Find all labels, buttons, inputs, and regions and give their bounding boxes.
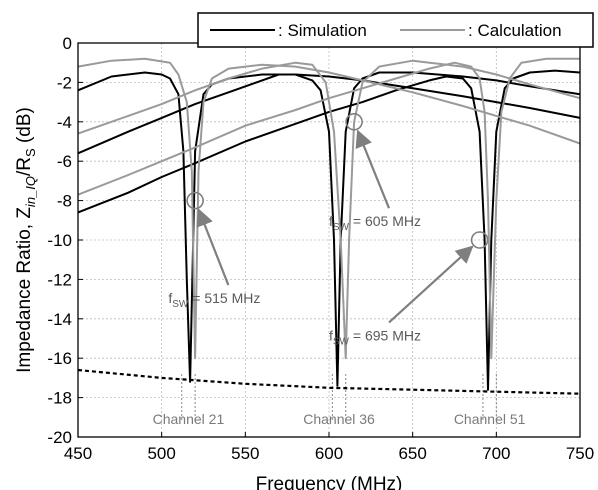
series-calculation-line	[77, 57, 581, 360]
legend: : Simulation : Calculation	[197, 12, 594, 48]
y-tick-label: -20	[47, 428, 72, 447]
y-tick-label: -12	[47, 270, 72, 289]
switch-frequency-marker	[345, 113, 363, 131]
y-axis-label: Impedance Ratio, Zin_IQ/RS (dB)	[14, 107, 38, 373]
channel-label: Channel 36	[303, 411, 375, 427]
legend-calculation-label: : Calculation	[468, 21, 562, 40]
y-tick-label: -8	[57, 192, 72, 211]
series-lines	[77, 57, 581, 395]
y-label-subscript-s: S	[23, 148, 38, 157]
annotation-arrow	[388, 245, 474, 324]
switch-frequency-marker	[186, 191, 204, 210]
switch-frequency-label: fSW = 695 MHz	[329, 327, 421, 347]
x-tick-label: 700	[482, 444, 510, 463]
y-tick-label: -2	[57, 73, 72, 92]
y-tick-label: -16	[47, 349, 72, 368]
legend-simulation-label: : Simulation	[278, 21, 367, 40]
y-label-mid: /R	[14, 157, 35, 176]
y-tick-label: -4	[57, 113, 72, 132]
switch-frequency-marker	[470, 231, 489, 249]
series-simulation-line	[77, 71, 581, 387]
series-calculation-line	[77, 59, 581, 360]
channel-markers: Channel 21 Channel 36 Channel 51	[153, 373, 526, 427]
y-label-suffix: (dB)	[14, 107, 35, 148]
y-label-prefix: Impedance Ratio, Z	[14, 207, 35, 373]
y-tick-label: -6	[57, 152, 72, 171]
x-tick-label: 600	[315, 444, 343, 463]
tick-labels: 450 500 550 600 650 700 750 0 -2 -4 -6 -8 -10 -12 -14 -…	[47, 34, 594, 463]
x-tick-label: 450	[64, 444, 92, 463]
channel-label: Channel 21	[153, 411, 225, 427]
annotation-arrow	[355, 129, 391, 209]
x-tick-label: 500	[147, 444, 175, 463]
y-label-subscript: in_IQ	[23, 176, 38, 207]
annotations: fSW = 515 MHz fSW = 605 MHz fSW = 695 MHz	[168, 113, 489, 347]
switch-frequency-label: fSW = 515 MHz	[168, 290, 260, 310]
y-tick-label: 0	[63, 34, 72, 53]
series-calculation-line	[77, 57, 580, 360]
x-tick-label: 650	[398, 444, 426, 463]
series-envelope-line	[77, 368, 581, 395]
x-tick-label: 750	[566, 444, 594, 463]
x-tick-label: 550	[231, 444, 259, 463]
switch-frequency-label: fSW = 605 MHz	[329, 213, 421, 233]
y-tick-label: -18	[47, 389, 72, 408]
annotation-arrow	[196, 208, 230, 286]
x-axis-label: Frequency (MHz)	[256, 474, 403, 490]
channel-label: Channel 51	[454, 411, 526, 427]
y-tick-label: -10	[47, 231, 72, 250]
y-tick-label: -14	[47, 310, 72, 329]
